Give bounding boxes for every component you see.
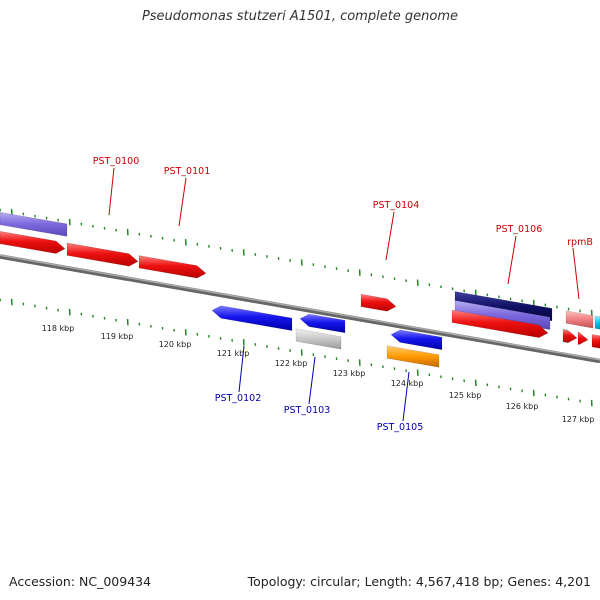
ruler-label-118: 118 kbp: [42, 324, 75, 333]
genome-backbone-highlight: [0, 254, 600, 361]
ruler-label-125: 125 kbp: [449, 391, 482, 400]
genome-backbone: [0, 254, 600, 364]
feature-pst-0103-blue: [299, 313, 346, 334]
feature-red-a: [0, 230, 66, 254]
inner-tick-track: [0, 298, 593, 407]
gene-label-pst-0101: PST_0101: [164, 166, 211, 177]
feature-cyan-edge: [594, 315, 600, 330]
feature-pst-0106: [451, 309, 549, 338]
ruler-label-120: 120 kbp: [159, 340, 192, 349]
feature-pst-0102: [211, 305, 293, 331]
ruler-label-119: 119 kbp: [101, 332, 134, 341]
gene-label-pst-0106: PST_0106: [496, 224, 543, 235]
gene-label-pst-0102: PST_0102: [215, 393, 262, 404]
gene-label-pst-0105: PST_0105: [377, 422, 424, 433]
gene-label-pst-0104: PST_0104: [373, 200, 420, 211]
feature-red-small: [577, 331, 589, 345]
gene-label-pst-0103: PST_0103: [284, 405, 331, 416]
feature-lavender-left: [0, 211, 68, 237]
ruler-label-126: 126 kbp: [506, 402, 539, 411]
feature-rpmb: [562, 328, 578, 344]
feature-red-edge: [591, 334, 600, 349]
feature-pst-0104: [360, 293, 397, 312]
ruler-label-124: 124 kbp: [391, 379, 424, 388]
ruler-label-127: 127 kbp: [562, 415, 595, 424]
map-title: Pseudomonas stutzeri A1501, complete gen…: [141, 9, 459, 24]
ruler-label-122: 122 kbp: [275, 359, 308, 368]
accession-text: Accession: NC_009434: [9, 574, 152, 589]
gene-label-rpmb: rpmB: [567, 237, 593, 248]
ruler-labels: 118 kbp 119 kbp 120 kbp 121 kbp 122 kbp …: [42, 324, 595, 424]
label-connectors: [108, 167, 580, 422]
feature-pst-0105-orange: [386, 345, 440, 368]
feature-pst-0101: [138, 255, 207, 279]
feature-pst-0103-gray: [295, 328, 342, 350]
feature-track: [0, 211, 600, 368]
feature-pst-0105-blue: [390, 329, 443, 351]
feature-lavender-right: [454, 300, 551, 330]
gene-label-pst-0100: PST_0100: [93, 156, 140, 167]
ruler-label-121: 121 kbp: [217, 349, 250, 358]
outer-tick-track: [0, 208, 593, 317]
feature-pst-0100: [66, 242, 139, 267]
feature-rpmb-pink: [565, 310, 594, 329]
genome-stats-text: Topology: circular; Length: 4,567,418 bp…: [247, 574, 591, 589]
ruler-label-123: 123 kbp: [333, 369, 366, 378]
